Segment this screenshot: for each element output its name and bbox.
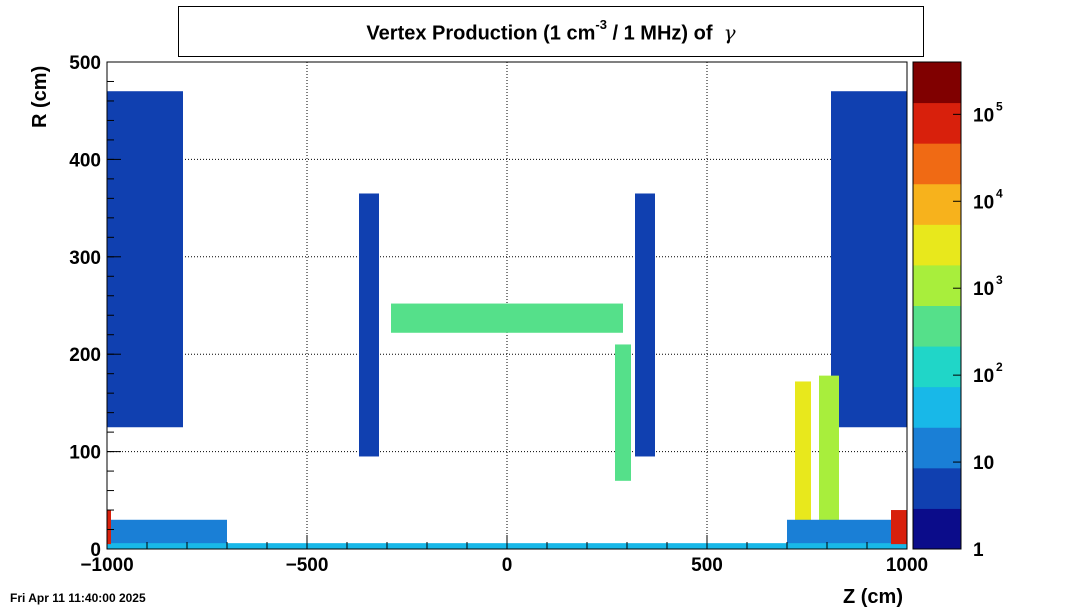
- heatmap-region-beamline-left: [107, 519, 227, 545]
- x-tick-label: −500: [286, 555, 329, 576]
- y-tick-label: 300: [69, 248, 101, 269]
- y-tick-label: 100: [69, 443, 101, 464]
- colorbar-label-exponent: 3: [996, 273, 1003, 287]
- colorbar-swatch: [913, 346, 961, 388]
- colorbar-swatch: [913, 467, 961, 509]
- x-tick-label: 0: [502, 555, 513, 576]
- timestamp: Fri Apr 11 11:40:00 2025: [10, 591, 146, 605]
- heatmap-region-forward-pillar-1: [795, 381, 811, 530]
- x-axis-label: Z (cm): [843, 586, 903, 608]
- chart-title: Vertex Production (1 cm-3 / 1 MHz) of γ: [179, 17, 923, 46]
- colorbar-swatch: [913, 62, 961, 104]
- chart-title-box: Vertex Production (1 cm-3 / 1 MHz) of γ: [178, 6, 924, 57]
- x-tick-label: 500: [691, 555, 723, 576]
- y-tick-label: 200: [69, 345, 101, 366]
- colorbar-swatch: [913, 224, 961, 266]
- colorbar-swatch: [913, 102, 961, 144]
- colorbar-label-exponent: 5: [996, 99, 1003, 113]
- heatmap-region-barrel-right-wall: [635, 193, 655, 457]
- x-tick-label: 1000: [886, 555, 928, 576]
- title-particle: γ: [723, 20, 736, 45]
- title-sup: -3: [595, 17, 607, 32]
- y-tick-label: 500: [69, 53, 101, 74]
- colorbar-swatch: [913, 264, 961, 306]
- y-tick-label: 400: [69, 150, 101, 171]
- colorbar-label: 10: [973, 279, 994, 300]
- colorbar-swatch: [913, 143, 961, 185]
- heatmap-region-endcap-right-upper: [831, 91, 907, 428]
- colorbar-label: 10: [973, 192, 994, 213]
- heatmap-region-barrel-left-wall: [359, 193, 379, 457]
- colorbar-label-exponent: 2: [996, 360, 1003, 374]
- x-tick-label: −1000: [80, 555, 133, 576]
- heatmap-region-beamline-right: [787, 519, 907, 545]
- colorbar-label: 10: [973, 105, 994, 126]
- colorbar-swatch: [913, 305, 961, 347]
- colorbar-label-exponent: 4: [996, 186, 1003, 200]
- heatmap-region-barrel-top-band: [391, 303, 623, 333]
- colorbar-swatch: [913, 508, 961, 550]
- y-axis-label: R (cm): [29, 65, 51, 128]
- colorbar-swatch: [913, 183, 961, 225]
- colorbar-frame: [912, 61, 962, 550]
- heatmap-region-right-inner-wall: [615, 344, 631, 481]
- colorbar-swatch: [913, 386, 961, 428]
- y-tick-label: 0: [90, 540, 101, 561]
- heatmap-region-forward-pillar-2: [819, 375, 839, 530]
- colorbar-label: 10: [973, 366, 994, 387]
- heatmap-region-endcap-left-upper: [107, 91, 183, 428]
- colorbar-label: 10: [973, 453, 994, 474]
- colorbar-label: 1: [973, 540, 984, 561]
- title-main: Vertex Production (1 cm: [366, 22, 596, 45]
- colorbar-swatch: [913, 427, 961, 469]
- title-rest: / 1 MHz) of: [606, 22, 713, 45]
- heatmap-region-ip-beam-hot-right: [891, 510, 907, 545]
- heatmap-region-ip-beam-hot: [107, 510, 111, 545]
